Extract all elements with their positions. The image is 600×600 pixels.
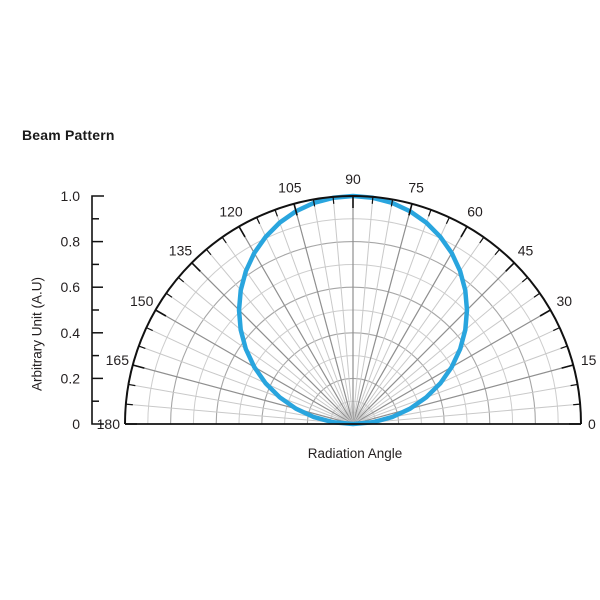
radial-tick-label: 0.6 — [61, 279, 81, 295]
angle-grid-spoke — [352, 262, 515, 425]
angle-minor-tick — [221, 236, 227, 244]
angle-grid-spoke — [332, 196, 354, 425]
angle-tick-label: 30 — [557, 293, 573, 309]
angle-grid-spoke — [256, 217, 354, 425]
angle-tick-label: 165 — [106, 352, 130, 368]
angle-minor-tick — [165, 292, 173, 298]
angle-minor-tick — [177, 276, 185, 283]
angle-grid-spoke — [352, 364, 574, 425]
angle-tick-label: 105 — [278, 179, 302, 195]
angle-grid-spoke — [352, 203, 413, 425]
angle-minor-tick — [390, 199, 394, 207]
angle-grid-spoke — [312, 199, 354, 425]
angle-minor-tick — [125, 403, 133, 406]
angle-grid-spoke — [165, 292, 354, 425]
angle-grid-spoke — [138, 345, 354, 425]
angle-grid-spoke — [352, 292, 541, 425]
angle-grid-spoke — [191, 262, 354, 425]
angle-grid-spoke — [352, 196, 374, 425]
angle-minor-tick — [521, 276, 529, 283]
angle-grid-spoke — [352, 226, 468, 425]
angle-tick-label: 0 — [588, 416, 596, 432]
angle-tick-label: 180 — [97, 416, 121, 432]
radial-tick-label: 0 — [72, 416, 80, 432]
radial-tick-label: 0.4 — [61, 325, 81, 341]
angle-grid-spoke — [352, 403, 581, 425]
angle-major-tick — [460, 226, 468, 238]
angle-grid-spoke — [352, 209, 432, 425]
angle-tick-label: 60 — [467, 204, 483, 220]
angle-major-tick — [293, 203, 298, 216]
angle-minor-tick — [533, 292, 541, 298]
radial-tick-label: 0.8 — [61, 234, 81, 250]
angle-major-tick — [191, 262, 201, 272]
angle-grid-spoke — [352, 217, 450, 425]
angle-tick-label: 90 — [345, 171, 361, 187]
angle-grid-spoke — [132, 364, 354, 425]
angle-major-tick — [505, 262, 515, 272]
angle-grid-spoke — [293, 203, 354, 425]
angle-major-tick — [408, 203, 413, 216]
angle-major-tick — [539, 309, 551, 317]
angle-minor-tick — [371, 196, 374, 204]
angle-grid-spoke — [274, 209, 354, 425]
angle-minor-tick — [138, 345, 146, 349]
angle-minor-tick — [205, 248, 212, 256]
angle-grid-spoke — [352, 199, 394, 425]
x-axis-title: Radiation Angle — [307, 446, 403, 461]
angle-major-tick — [155, 309, 167, 317]
angle-grid-spoke — [206, 249, 354, 425]
angle-grid-spoke — [146, 327, 354, 425]
angle-grid-spoke — [178, 277, 354, 425]
angle-minor-tick — [573, 403, 581, 406]
angle-grid-spoke — [352, 345, 568, 425]
angle-minor-tick — [274, 209, 278, 217]
angle-tick-label: 45 — [518, 242, 534, 258]
angle-grid-spoke — [352, 249, 500, 425]
angle-grid-spoke — [125, 403, 354, 425]
angle-major-tick — [238, 226, 246, 238]
angle-minor-tick — [312, 199, 316, 207]
angle-tick-label: 75 — [408, 179, 424, 195]
angle-minor-tick — [332, 196, 335, 204]
angle-minor-tick — [560, 345, 568, 349]
angle-minor-tick — [479, 236, 485, 244]
angle-minor-tick — [128, 383, 136, 387]
angle-grid-spoke — [352, 277, 528, 425]
angle-tick-label: 120 — [219, 204, 243, 220]
angle-tick-label: 135 — [169, 242, 193, 258]
angle-grid-spoke — [352, 327, 560, 425]
chart-title: Beam Pattern — [22, 127, 115, 143]
angle-minor-tick — [445, 217, 450, 224]
angle-major-tick — [132, 364, 145, 369]
angle-tick-label: 150 — [130, 293, 154, 309]
angle-grid-spoke — [238, 226, 354, 425]
angle-minor-tick — [428, 209, 432, 217]
angle-minor-tick — [256, 217, 261, 224]
radial-tick-label: 1.0 — [61, 188, 81, 204]
angle-minor-tick — [570, 383, 578, 387]
angle-grid-spoke — [352, 236, 485, 425]
angle-major-tick — [561, 364, 574, 369]
angle-minor-tick — [553, 327, 560, 332]
radial-tick-label: 0.2 — [61, 370, 81, 386]
angle-minor-tick — [494, 248, 501, 256]
angle-minor-tick — [146, 327, 153, 332]
angle-tick-label: 15 — [581, 352, 597, 368]
angle-grid-spoke — [221, 236, 354, 425]
